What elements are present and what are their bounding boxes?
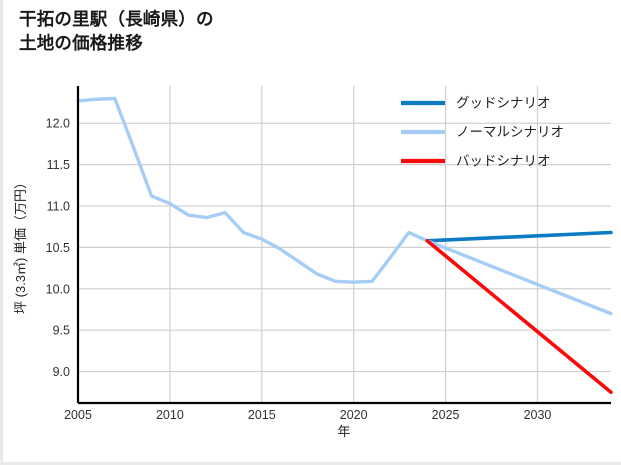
data-series-group xyxy=(76,96,613,395)
x-tick-label: 2025 xyxy=(432,408,460,422)
y-tick-label: 9.0 xyxy=(53,365,70,379)
line-chart: 9.09.510.010.511.011.512.0 2005 2010 2015 2… xyxy=(13,86,613,439)
legend-label: バッドシナリオ xyxy=(456,154,551,169)
x-tick-label: 2020 xyxy=(340,408,368,422)
y-tick-label: 11.0 xyxy=(47,200,70,214)
y-tick-label: 10.5 xyxy=(46,241,70,255)
y-tick-label: 10.0 xyxy=(46,282,70,296)
series-line-グッドシナリオ xyxy=(425,230,613,243)
y-tick-label: 9.5 xyxy=(53,324,70,338)
legend-label: グッドシナリオ xyxy=(456,96,551,111)
series-line-バッドシナリオ xyxy=(425,238,613,395)
x-tick-label: 2030 xyxy=(524,408,552,422)
y-tick-label: 11.5 xyxy=(47,158,70,172)
x-axis-title: 年 xyxy=(337,424,350,439)
y-tick-label: 12.0 xyxy=(46,117,70,131)
legend-label: ノーマルシナリオ xyxy=(456,125,564,140)
y-axis-tick-labels: 9.0 9.5 10.0 10.5 11.0 11.5 12.0 xyxy=(46,117,70,379)
x-tick-label: 2010 xyxy=(156,408,184,422)
x-tick-label: 2005 xyxy=(64,408,92,422)
x-axis-tick-labels: 2005 2010 2015 2020 2025 2030 xyxy=(64,408,551,422)
x-tick-label: 2015 xyxy=(248,408,276,422)
series-line-ノーマルシナリオ xyxy=(76,96,613,316)
y-axis-title: 坪 (3.3㎡) 単価（万円） xyxy=(13,176,28,314)
page-title: 干拓の里駅（長崎県）の 土地の価格推移 xyxy=(19,9,214,54)
